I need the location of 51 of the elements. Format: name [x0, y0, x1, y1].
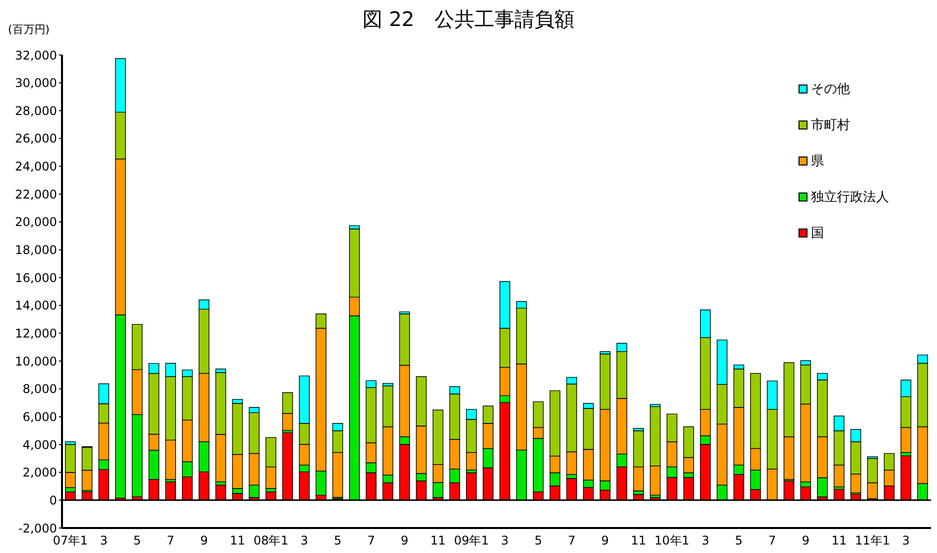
y-tick-label: -2,000 [18, 521, 57, 536]
y-tick-label: 12,000 [15, 326, 57, 340]
y-tick-label: 24,000 [15, 160, 57, 174]
x-tick-label: 7 [768, 534, 776, 548]
x-tick-label: 07年1 [52, 534, 88, 548]
x-tick-label: 09年1 [454, 534, 489, 548]
x-tick-label: 5 [734, 534, 743, 548]
y-tick-label: 28,000 [15, 104, 57, 118]
x-tick-label: 9 [601, 534, 609, 548]
y-tick-label: 32,000 [15, 48, 57, 62]
legend-label: 県 [811, 153, 824, 170]
x-tick-label: 3 [300, 534, 308, 548]
x-tick-label: 3 [902, 534, 910, 548]
y-tick-label: 6,000 [22, 410, 57, 424]
x-tick-label: 11 [831, 534, 847, 548]
y-tick-label: 2,000 [22, 466, 57, 480]
x-tick-label: 9 [802, 534, 810, 548]
y-tick-label: 18,000 [15, 243, 57, 258]
y-axis-title: (百万円) [8, 22, 50, 37]
x-tick-label: 08年1 [253, 534, 288, 548]
x-tick-label: 11 [230, 534, 246, 548]
x-tick-label: 7 [166, 534, 174, 548]
y-tick-label: 20,000 [15, 215, 57, 230]
x-tick-label: 9 [400, 534, 408, 548]
x-tick-label: 3 [702, 534, 710, 548]
legend-label: その他 [811, 81, 850, 98]
x-tick-label: 3 [100, 534, 108, 548]
x-tick-label: 7 [568, 534, 576, 548]
x-tick-label: 9 [200, 534, 208, 548]
legend-label: 独立行政法人 [811, 189, 889, 206]
y-tick-label: 14,000 [15, 298, 57, 313]
x-tick-label: 5 [133, 534, 142, 548]
legend-label: 国 [811, 225, 824, 242]
x-tick-label: 7 [367, 534, 375, 548]
x-tick-label: 11 [430, 534, 446, 548]
y-tick-label: 10,000 [15, 354, 57, 368]
legend-label: 市町村 [811, 117, 850, 134]
y-tick-label: 0 [49, 493, 57, 508]
y-tick-label: 26,000 [15, 132, 57, 146]
x-tick-label: 11年1 [855, 534, 890, 548]
y-tick-label: 16,000 [15, 270, 57, 285]
x-tick-label: 11 [630, 534, 646, 548]
x-tick-label: 3 [501, 534, 509, 548]
chart-title: 図 22 公共工事請負額 [362, 7, 574, 31]
x-tick-label: 10年1 [654, 534, 690, 548]
y-tick-label: 8,000 [22, 382, 57, 396]
y-tick-label: 4,000 [22, 438, 57, 452]
x-tick-label: 5 [534, 534, 542, 548]
x-tick-label: 5 [334, 534, 342, 548]
y-tick-label: 22,000 [15, 187, 57, 202]
y-tick-label: 30,000 [15, 76, 57, 90]
